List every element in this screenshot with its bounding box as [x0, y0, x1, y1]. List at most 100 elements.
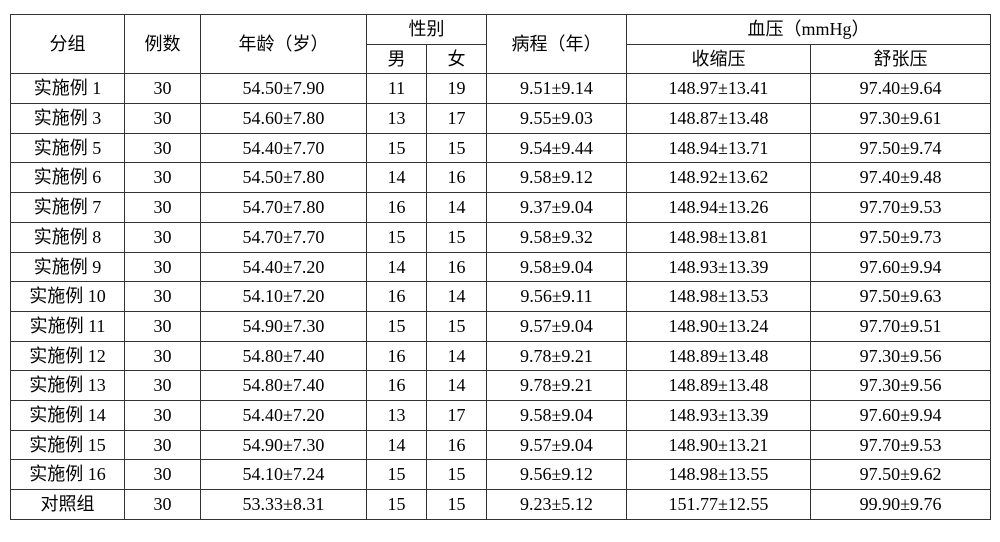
cell-dbp: 97.60±9.94	[811, 400, 991, 430]
cell-sbp: 148.94±13.26	[627, 193, 811, 223]
cell-age: 53.33±8.31	[201, 490, 367, 520]
cell-age: 54.50±7.80	[201, 163, 367, 193]
cell-sbp: 148.93±13.39	[627, 252, 811, 282]
cell-male: 15	[367, 222, 427, 252]
cell-male: 16	[367, 371, 427, 401]
cell-male: 11	[367, 74, 427, 104]
cell-group: 对照组	[11, 490, 125, 520]
cell-count: 30	[125, 163, 201, 193]
cell-male: 16	[367, 341, 427, 371]
cell-female: 14	[427, 341, 487, 371]
table-row: 实施例 113054.90±7.3015159.57±9.04148.90±13…	[11, 311, 991, 341]
cell-duration: 9.58±9.12	[487, 163, 627, 193]
cell-count: 30	[125, 490, 201, 520]
cell-dbp: 97.60±9.94	[811, 252, 991, 282]
cell-female: 19	[427, 74, 487, 104]
cell-dbp: 97.30±9.56	[811, 371, 991, 401]
cell-male: 14	[367, 252, 427, 282]
table-row: 实施例 103054.10±7.2016149.56±9.11148.98±13…	[11, 282, 991, 312]
table-row: 实施例 83054.70±7.7015159.58±9.32148.98±13.…	[11, 222, 991, 252]
table-row: 实施例 73054.70±7.8016149.37±9.04148.94±13.…	[11, 193, 991, 223]
cell-group: 实施例 10	[11, 282, 125, 312]
cell-sbp: 148.92±13.62	[627, 163, 811, 193]
cell-count: 30	[125, 400, 201, 430]
cell-male: 15	[367, 311, 427, 341]
cell-sbp: 148.94±13.71	[627, 133, 811, 163]
cell-female: 15	[427, 490, 487, 520]
cell-age: 54.80±7.40	[201, 341, 367, 371]
cell-sbp: 148.98±13.81	[627, 222, 811, 252]
cell-group: 实施例 8	[11, 222, 125, 252]
cell-dbp: 97.40±9.48	[811, 163, 991, 193]
cell-age: 54.40±7.20	[201, 400, 367, 430]
table-body: 实施例 13054.50±7.9011199.51±9.14148.97±13.…	[11, 74, 991, 519]
cell-count: 30	[125, 104, 201, 134]
cell-age: 54.70±7.80	[201, 193, 367, 223]
clinical-data-table: 分组 例数 年龄（岁） 性别 病程（年） 血压（mmHg） 男 女 收缩压 舒张…	[10, 14, 991, 520]
cell-count: 30	[125, 430, 201, 460]
table-row: 实施例 33054.60±7.8013179.55±9.03148.87±13.…	[11, 104, 991, 134]
header-count: 例数	[125, 15, 201, 74]
cell-dbp: 97.30±9.61	[811, 104, 991, 134]
cell-male: 15	[367, 460, 427, 490]
cell-count: 30	[125, 341, 201, 371]
cell-female: 17	[427, 104, 487, 134]
cell-dbp: 97.30±9.56	[811, 341, 991, 371]
cell-group: 实施例 15	[11, 430, 125, 460]
table-row: 实施例 13054.50±7.9011199.51±9.14148.97±13.…	[11, 74, 991, 104]
header-duration: 病程（年）	[487, 15, 627, 74]
header-sbp: 收缩压	[627, 44, 811, 74]
cell-sbp: 151.77±12.55	[627, 490, 811, 520]
cell-female: 15	[427, 133, 487, 163]
cell-duration: 9.56±9.12	[487, 460, 627, 490]
cell-count: 30	[125, 371, 201, 401]
cell-duration: 9.54±9.44	[487, 133, 627, 163]
table-row: 对照组3053.33±8.3115159.23±5.12151.77±12.55…	[11, 490, 991, 520]
cell-duration: 9.37±9.04	[487, 193, 627, 223]
cell-group: 实施例 12	[11, 341, 125, 371]
header-female: 女	[427, 44, 487, 74]
cell-duration: 9.55±9.03	[487, 104, 627, 134]
cell-female: 16	[427, 163, 487, 193]
cell-male: 13	[367, 104, 427, 134]
cell-group: 实施例 3	[11, 104, 125, 134]
table-row: 实施例 63054.50±7.8014169.58±9.12148.92±13.…	[11, 163, 991, 193]
cell-count: 30	[125, 252, 201, 282]
cell-dbp: 97.50±9.62	[811, 460, 991, 490]
table-row: 实施例 143054.40±7.2013179.58±9.04148.93±13…	[11, 400, 991, 430]
cell-female: 15	[427, 311, 487, 341]
cell-count: 30	[125, 222, 201, 252]
cell-group: 实施例 7	[11, 193, 125, 223]
cell-female: 16	[427, 252, 487, 282]
cell-female: 16	[427, 430, 487, 460]
cell-male: 14	[367, 163, 427, 193]
cell-duration: 9.58±9.04	[487, 400, 627, 430]
cell-group: 实施例 5	[11, 133, 125, 163]
cell-dbp: 97.70±9.51	[811, 311, 991, 341]
header-male: 男	[367, 44, 427, 74]
table-row: 实施例 153054.90±7.3014169.57±9.04148.90±13…	[11, 430, 991, 460]
cell-age: 54.90±7.30	[201, 311, 367, 341]
cell-female: 17	[427, 400, 487, 430]
cell-sbp: 148.87±13.48	[627, 104, 811, 134]
cell-age: 54.70±7.70	[201, 222, 367, 252]
cell-male: 16	[367, 282, 427, 312]
cell-sbp: 148.98±13.55	[627, 460, 811, 490]
cell-sbp: 148.97±13.41	[627, 74, 811, 104]
cell-age: 54.40±7.20	[201, 252, 367, 282]
cell-female: 14	[427, 282, 487, 312]
cell-dbp: 97.70±9.53	[811, 430, 991, 460]
header-group: 分组	[11, 15, 125, 74]
cell-sbp: 148.98±13.53	[627, 282, 811, 312]
cell-group: 实施例 13	[11, 371, 125, 401]
cell-male: 15	[367, 490, 427, 520]
table-row: 实施例 133054.80±7.4016149.78±9.21148.89±13…	[11, 371, 991, 401]
cell-dbp: 97.40±9.64	[811, 74, 991, 104]
cell-sbp: 148.90±13.24	[627, 311, 811, 341]
table-row: 实施例 163054.10±7.2415159.56±9.12148.98±13…	[11, 460, 991, 490]
cell-count: 30	[125, 460, 201, 490]
cell-count: 30	[125, 311, 201, 341]
table-row: 实施例 53054.40±7.7015159.54±9.44148.94±13.…	[11, 133, 991, 163]
cell-sbp: 148.89±13.48	[627, 341, 811, 371]
cell-female: 14	[427, 193, 487, 223]
